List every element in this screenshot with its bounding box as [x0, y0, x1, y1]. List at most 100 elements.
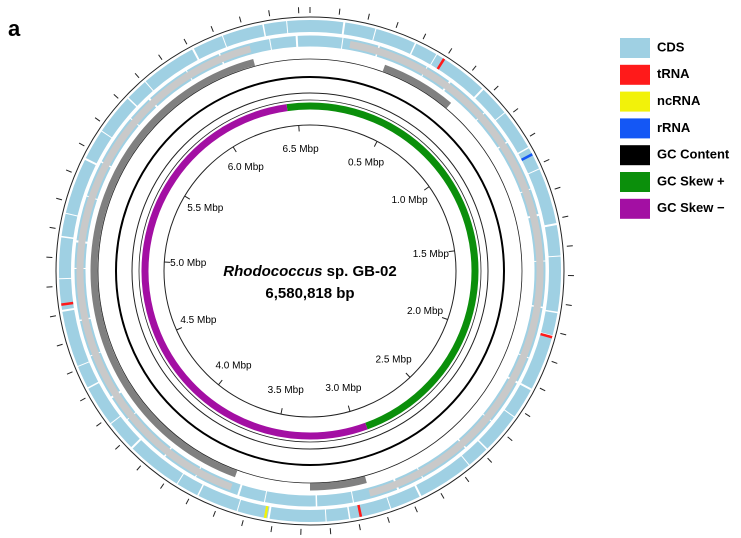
gray-arc	[76, 45, 252, 491]
strain: sp. GB-02	[327, 263, 397, 280]
legend-swatch	[620, 145, 650, 166]
outer-tick	[212, 510, 216, 517]
outer-tick	[529, 132, 536, 137]
outer-tick	[387, 516, 390, 523]
separator	[97, 58, 523, 484]
gc-skew-negative	[141, 104, 368, 440]
genus: Rhodococcus	[223, 263, 322, 280]
legend-label: tRNA	[657, 66, 690, 81]
outer-tick	[493, 85, 499, 91]
scale-tick-label: 0.5 Mbp	[348, 157, 385, 168]
scale-tick	[448, 250, 455, 253]
genome-length: 6,580,818 bp	[265, 285, 354, 302]
outer-tick	[49, 315, 57, 318]
scale-tick	[441, 317, 448, 320]
outer-tick	[543, 158, 550, 163]
scale-tick-label: 1.0 Mbp	[392, 195, 429, 206]
outer-tick	[185, 498, 190, 505]
outer-tick	[210, 26, 214, 32]
outer-tick	[134, 72, 140, 79]
separator	[131, 92, 489, 450]
outer-tick	[79, 397, 86, 402]
outer-tick	[270, 526, 273, 533]
outer-tick	[422, 33, 427, 40]
legend-label: rRNA	[657, 120, 691, 135]
outer-tick	[49, 226, 56, 229]
outer-tick	[268, 10, 271, 17]
scale-tick-label: 5.5 Mbp	[187, 203, 224, 214]
legend-swatch	[620, 64, 650, 85]
feature-mark	[357, 504, 363, 518]
scale-tick-label: 3.0 Mbp	[325, 383, 362, 394]
outer-tick	[338, 8, 341, 15]
outer-tick	[358, 524, 361, 531]
feature-mark	[540, 332, 553, 339]
scale-tick-label: 2.0 Mbp	[407, 306, 444, 317]
outer-tick	[136, 465, 142, 471]
outer-tick	[395, 21, 399, 28]
outer-tick	[56, 343, 63, 347]
legend-swatch	[620, 91, 650, 112]
scale-tick-label: 3.5 Mbp	[268, 385, 305, 396]
outer-tick	[183, 38, 188, 45]
feature-mark	[436, 58, 446, 70]
outer-tick	[66, 371, 73, 375]
outer-tick	[524, 412, 531, 418]
scale-tick	[184, 195, 191, 200]
outer-tick	[560, 332, 567, 336]
outer-tick	[554, 186, 561, 190]
outer-tick	[565, 304, 572, 306]
outer-tick	[551, 360, 558, 364]
dark-arc	[90, 58, 256, 478]
outer-tick	[160, 483, 165, 489]
scale-tick	[373, 141, 378, 147]
scale-tick	[176, 327, 183, 331]
outer-tick	[94, 117, 101, 122]
outer-tick	[56, 197, 63, 201]
inner-circle	[163, 124, 457, 418]
panel-label: a	[8, 16, 21, 41]
outer-tick	[238, 16, 242, 23]
outer-tick	[566, 245, 573, 247]
dark-arc	[382, 64, 452, 109]
scale-tick-label: 5.0 Mbp	[170, 258, 207, 269]
outer-tick	[65, 169, 72, 173]
legend-label: ncRNA	[657, 93, 701, 108]
outer-tick	[464, 476, 470, 483]
scale-tick	[423, 186, 430, 191]
feature-mark	[521, 153, 533, 162]
scale-tick	[218, 379, 223, 386]
legend-label: GC Content	[657, 147, 730, 162]
dark-arc	[309, 476, 367, 491]
separator	[138, 99, 482, 443]
outer-tick	[113, 93, 119, 99]
cds-ring-outer	[59, 20, 561, 522]
scale-tick	[280, 408, 283, 415]
outer-tick	[115, 444, 121, 450]
outer-tick	[539, 387, 546, 392]
outer-circle	[55, 16, 565, 526]
outer-tick	[440, 493, 445, 499]
outer-tick	[471, 65, 477, 71]
scale-tick-label: 6.0 Mbp	[228, 162, 265, 173]
outer-tick	[78, 142, 85, 147]
scale-tick-label: 1.5 Mbp	[413, 249, 450, 260]
scale-tick-label: 6.5 Mbp	[283, 144, 320, 155]
scale-tick	[405, 372, 411, 378]
outer-tick	[414, 506, 418, 513]
legend-swatch	[620, 198, 650, 219]
scale-tick	[347, 405, 351, 412]
legend-label: GC Skew −	[657, 200, 725, 215]
legend-swatch	[620, 118, 650, 139]
genome-name: Rhodococcus sp. GB-02	[223, 263, 396, 280]
scale-tick	[232, 146, 237, 153]
gc-content-baseline	[115, 76, 505, 466]
legend-label: GC Skew +	[657, 173, 725, 188]
scale-tick-label: 2.5 Mbp	[376, 355, 413, 366]
scale-tick-label: 4.0 Mbp	[215, 361, 252, 372]
outer-tick	[241, 520, 244, 527]
gray-arc	[349, 41, 544, 497]
outer-tick	[487, 457, 493, 463]
outer-tick	[158, 54, 163, 60]
